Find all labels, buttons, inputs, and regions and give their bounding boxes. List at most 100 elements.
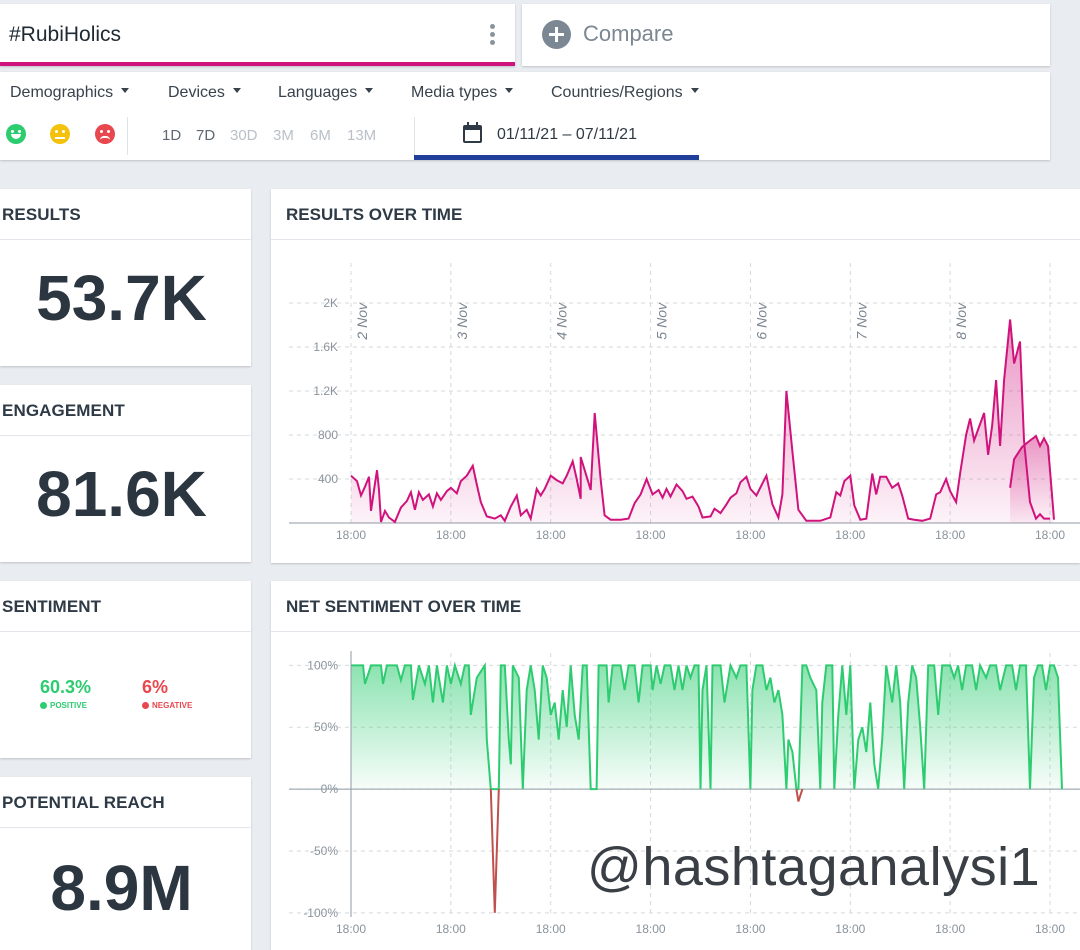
more-vertical-icon[interactable] (488, 24, 496, 48)
sentiment-card: SENTIMENT 60.3% POSITIVE 6% NEGATIVE (0, 581, 251, 758)
x-tick-label: 18:00 (835, 922, 865, 936)
x-tick-label: 18:00 (536, 528, 566, 542)
smile-icon (40, 702, 47, 709)
day-label: 6 Nov (753, 302, 769, 340)
net-sentiment-over-time-card: NET SENTIMENT OVER TIME 18:00 18:00 18:00 1… (271, 581, 1080, 950)
day-label: 5 Nov (654, 302, 670, 340)
negative-label-text: NEGATIVE (152, 701, 193, 710)
positive-sentiment-filter-icon[interactable] (6, 124, 26, 144)
x-tick-label: 18:00 (1035, 922, 1065, 936)
divider (127, 117, 128, 155)
net-sentiment-over-time-chart: 18:00 18:00 18:00 18:00 18:00 18:00 18:00 18:00… (289, 651, 1080, 936)
positive-label: POSITIVE (40, 701, 87, 710)
y-tick-label: 2K (323, 296, 338, 310)
y-tick-label: 50% (314, 720, 338, 734)
range-7d[interactable]: 7D (196, 127, 216, 144)
compare-label: Compare (583, 21, 674, 46)
x-tick-label: 18:00 (935, 922, 965, 936)
search-query[interactable]: #RubiHolics (9, 23, 122, 46)
x-tick-label: 18:00 (336, 528, 366, 542)
filter-bar: Demographics Devices Languages Media typ… (0, 72, 1050, 160)
results-area (351, 319, 1050, 523)
results-series-line (1009, 434, 1055, 520)
dropdown-label: Countries/Regions (551, 84, 683, 101)
range-13m[interactable]: 13M (347, 127, 377, 144)
results-value: 53.7K (36, 262, 207, 334)
reach-value: 8.9M (50, 852, 193, 924)
devices-dropdown[interactable]: Devices (168, 84, 241, 102)
sentiment-negative-spike (489, 789, 500, 913)
frown-icon (142, 702, 149, 709)
x-tick-label: 18:00 (835, 528, 865, 542)
add-circle-icon (542, 20, 571, 49)
x-tick-label: 18:00 (336, 922, 366, 936)
negative-sentiment-filter-icon[interactable] (95, 124, 115, 144)
countries-regions-dropdown[interactable]: Countries/Regions (551, 84, 699, 102)
y-tick-label: 800 (318, 428, 338, 442)
range-1d[interactable]: 1D (162, 127, 182, 144)
negative-value: 6% (142, 677, 169, 697)
dropdown-label: Demographics (10, 84, 114, 101)
x-tick-label: 18:00 (436, 922, 466, 936)
y-tick-label: -50% (310, 844, 338, 858)
demographics-dropdown[interactable]: Demographics (10, 84, 130, 102)
reach-title: POTENTIAL REACH (0, 777, 251, 828)
sentiment-area (351, 665, 1062, 790)
day-label: 7 Nov (853, 302, 869, 340)
day-label: 8 Nov (953, 302, 969, 340)
potential-reach-card: POTENTIAL REACH 8.9M (0, 777, 251, 950)
x-tick-label: 18:00 (436, 528, 466, 542)
day-label: 3 Nov (454, 302, 470, 340)
watermark-text: @hashtaganalysi1 (587, 837, 1041, 897)
calendar-icon (463, 122, 482, 143)
engagement-card: ENGAGEMENT 81.6K (0, 385, 251, 562)
divider (414, 117, 415, 157)
engagement-value: 81.6K (36, 458, 207, 530)
results-area (1010, 436, 1054, 523)
x-tick-label: 18:00 (536, 922, 566, 936)
y-tick-label: -100% (303, 906, 338, 920)
date-range-text: 01/11/21 – 07/11/21 (497, 126, 637, 143)
sentiment-positive-line (351, 661, 1063, 791)
caret-down-icon (505, 88, 514, 94)
range-30d[interactable]: 30D (230, 127, 258, 144)
day-label: 4 Nov (554, 302, 570, 340)
y-tick-label: 100% (307, 658, 338, 672)
sentiment-negative-spike (795, 788, 804, 802)
y-tick-label: 1.2K (313, 384, 338, 398)
range-3m[interactable]: 3M (273, 127, 294, 144)
caret-down-icon (121, 88, 130, 94)
x-tick-label: 18:00 (735, 528, 765, 542)
x-tick-label: 18:00 (636, 922, 666, 936)
date-range-picker[interactable]: 01/11/21 – 07/11/21 (414, 112, 699, 160)
dropdown-label: Languages (278, 84, 358, 101)
search-box[interactable]: #RubiHolics (0, 4, 515, 66)
dropdown-label: Media types (411, 84, 498, 101)
x-tick-label: 18:00 (935, 528, 965, 542)
results-series-line (350, 319, 1050, 524)
results-title: RESULTS (0, 189, 251, 240)
engagement-title: ENGAGEMENT (0, 385, 251, 436)
positive-value: 60.3% (40, 677, 92, 697)
neutral-sentiment-filter-icon[interactable] (50, 124, 70, 144)
languages-dropdown[interactable]: Languages (278, 84, 374, 102)
caret-down-icon (232, 88, 241, 94)
negative-label: NEGATIVE (142, 701, 192, 710)
day-label: 2 Nov (354, 302, 370, 341)
x-tick-label: 18:00 (735, 922, 765, 936)
media-types-dropdown[interactable]: Media types (411, 84, 514, 102)
x-tick-label: 18:00 (636, 528, 666, 542)
x-tick-label: 18:00 (1035, 528, 1065, 542)
compare-button[interactable]: Compare (522, 4, 1050, 66)
positive-label-text: POSITIVE (50, 701, 87, 710)
results-over-time-chart: 18:00 18:00 18:00 18:00 18:00 18:00 18:00 18:00… (289, 263, 1080, 542)
sentiment-title: SENTIMENT (0, 581, 251, 632)
results-over-time-card: RESULTS OVER TIME 18:00 18:00 18:00 18:00 18… (271, 189, 1080, 563)
y-tick-label: 400 (318, 472, 338, 486)
results-chart-title: RESULTS OVER TIME (271, 189, 1080, 240)
range-6m[interactable]: 6M (310, 127, 331, 144)
dropdown-label: Devices (168, 84, 225, 101)
caret-down-icon (365, 88, 374, 94)
y-tick-label: 1.6K (313, 340, 338, 354)
caret-down-icon (690, 88, 699, 94)
